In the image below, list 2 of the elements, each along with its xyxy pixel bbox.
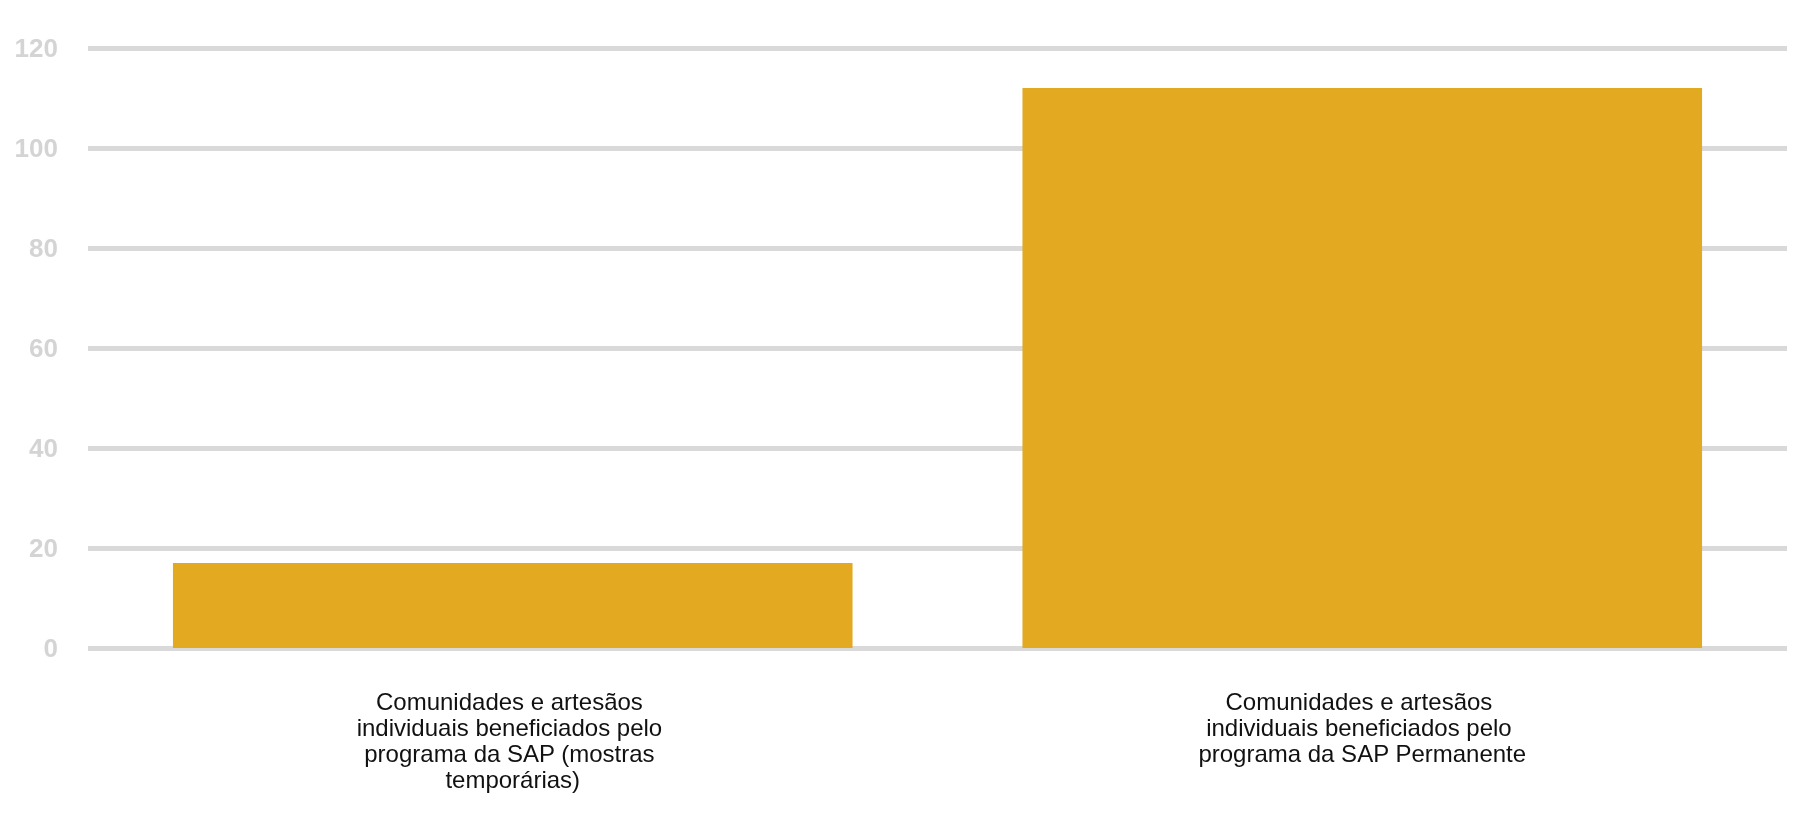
x-tick-label: Comunidades e artesãos individuais beneficiados pelo programa da SAP (mostras temporárias) [356,687,669,793]
x-tick-label: Comunidades e artesãos individuais beneficiados pelo programa da SAP Permanente [1198,687,1527,767]
